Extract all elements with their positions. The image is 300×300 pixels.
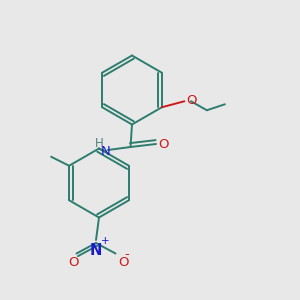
Text: +: + bbox=[100, 236, 109, 246]
Text: N: N bbox=[90, 243, 102, 258]
Text: O: O bbox=[158, 137, 169, 151]
Text: O: O bbox=[68, 256, 79, 269]
Text: H: H bbox=[95, 137, 104, 150]
Text: -: - bbox=[124, 248, 129, 261]
Text: O: O bbox=[186, 94, 196, 107]
Text: N: N bbox=[101, 145, 110, 158]
Text: O: O bbox=[118, 256, 128, 269]
